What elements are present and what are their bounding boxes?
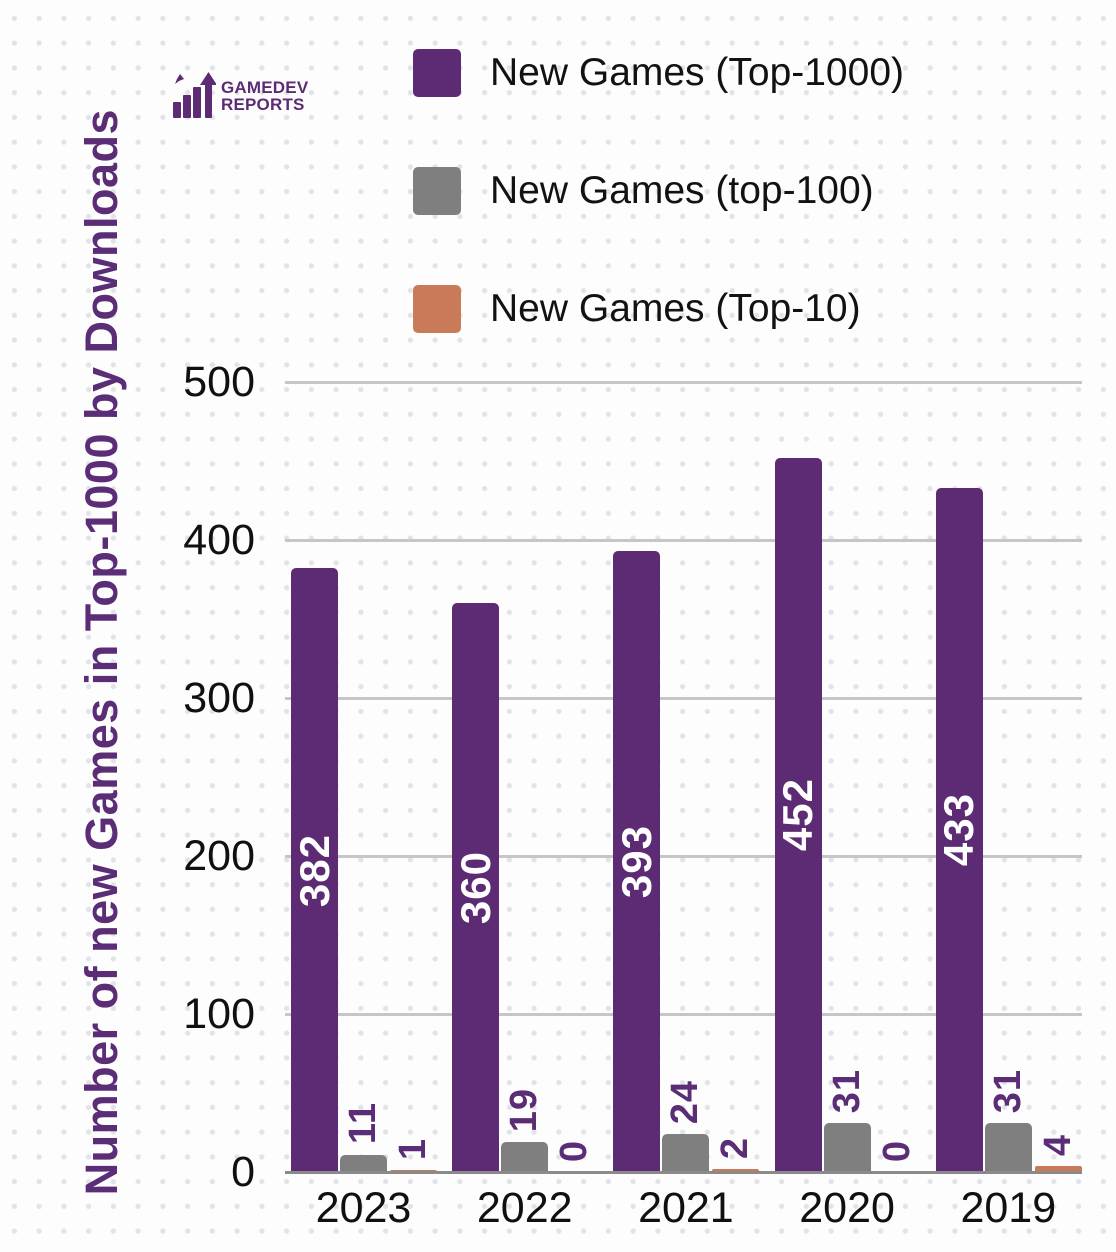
bar-2022-series-1 <box>501 1141 549 1172</box>
y-tick-label-300: 300 <box>183 674 255 722</box>
x-category-text: 2022 <box>476 1184 573 1232</box>
logo-text-line1: GAMEDEV <box>221 78 309 97</box>
gridline-500 <box>285 380 1082 384</box>
bar-2022-series-0 <box>452 603 500 1172</box>
x-category-text: 2023 <box>315 1184 412 1232</box>
bar-value: 4 <box>1036 1133 1079 1156</box>
bar-2020-series-0 <box>774 457 822 1172</box>
bar-chart-growth-arrow-icon <box>173 72 216 118</box>
legend-label-top-1000: New Games (Top-1000) <box>490 51 904 94</box>
bar-value: 11 <box>342 1102 384 1145</box>
bar-2021-series-2 <box>712 1168 760 1172</box>
legend: New Games (Top-1000) New Games (top-100)… <box>413 49 904 333</box>
gridline-100 <box>285 1012 1082 1016</box>
bar-2019-series-1 <box>984 1123 1032 1172</box>
x-axis-line <box>285 1170 1082 1174</box>
y-tick-label-400: 400 <box>183 516 255 564</box>
bar-value: 382 <box>290 833 338 907</box>
bar-2019-series-0 <box>935 487 983 1172</box>
legend-swatch-top-100 <box>413 167 461 215</box>
bar-value: 360 <box>451 851 499 925</box>
bar-value: 433 <box>935 793 983 867</box>
bar-value: 1 <box>392 1138 434 1161</box>
bar-2021-series-0 <box>613 551 661 1172</box>
bar-value: 19 <box>503 1087 546 1132</box>
legend-swatch-top-1000 <box>413 49 461 97</box>
y-tick-label-200: 200 <box>183 832 255 880</box>
logo-text-line2: REPORTS <box>221 95 305 114</box>
bar-value: 31 <box>986 1068 1029 1114</box>
legend-item-top-10: New Games (Top-10) <box>413 285 904 333</box>
legend-swatch-top-10 <box>413 285 461 333</box>
bar-value: 0 <box>875 1139 918 1162</box>
gridline-300 <box>285 696 1082 700</box>
gridline-400 <box>285 538 1082 542</box>
x-category-text: 2019 <box>960 1184 1057 1232</box>
y-tick-label-100: 100 <box>183 990 255 1038</box>
legend-item-top-100: New Games (top-100) <box>413 167 904 215</box>
gamedev-reports-logo: GAMEDEV REPORTS <box>170 72 308 120</box>
x-category-text: 2020 <box>799 1184 895 1232</box>
x-category-text: 2021 <box>638 1184 734 1232</box>
bar-2020-series-1 <box>823 1123 871 1172</box>
bar-2023-series-0 <box>291 568 338 1172</box>
bar-value: 393 <box>612 824 660 899</box>
logo-text: GAMEDEV REPORTS <box>221 79 308 113</box>
bar-value: 452 <box>774 778 822 852</box>
y-tick-label-0: 0 <box>231 1148 255 1196</box>
bar-2019-series-2 <box>1034 1165 1082 1172</box>
bar-2023-series-1 <box>340 1154 387 1172</box>
bar-value: 24 <box>664 1079 707 1125</box>
bar-value: 2 <box>714 1136 757 1159</box>
gridline-200 <box>285 854 1082 858</box>
legend-item-top-1000: New Games (Top-1000) <box>413 49 904 97</box>
bar-2021-series-1 <box>662 1134 710 1172</box>
y-tick-label-500: 500 <box>183 358 255 406</box>
bar-value: 0 <box>553 1139 596 1162</box>
legend-label-top-10: New Games (Top-10) <box>490 287 861 330</box>
legend-label-top-100: New Games (top-100) <box>490 169 874 212</box>
bar-value: 31 <box>825 1068 868 1114</box>
